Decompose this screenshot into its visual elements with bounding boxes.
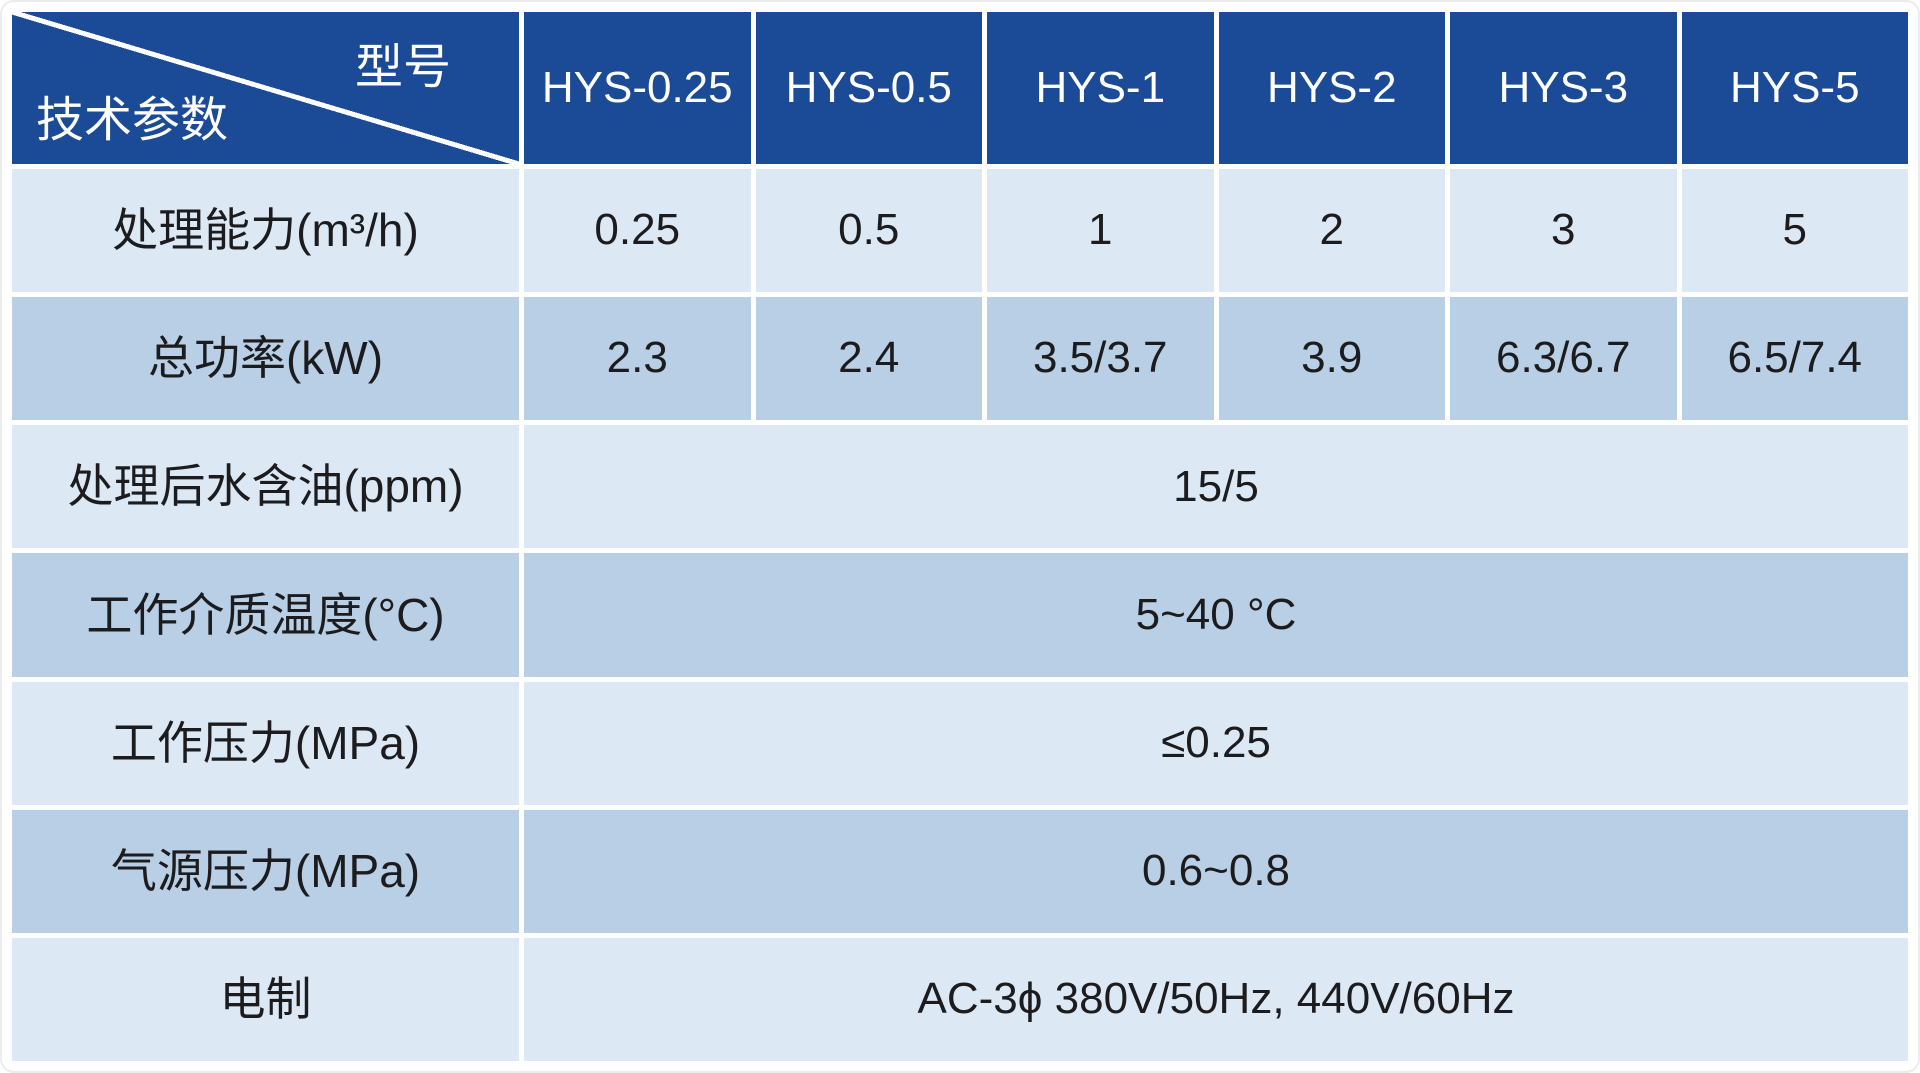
row-total-power: 总功率(kW) 2.3 2.4 3.5/3.7 3.9 6.3/6.7 6.5/… bbox=[12, 297, 1908, 421]
row-label-working-pressure: 工作压力(MPa) bbox=[12, 681, 519, 805]
power-value: 6.5/7.4 bbox=[1681, 297, 1908, 421]
row-label-oil-content: 处理后水含油(ppm) bbox=[12, 425, 519, 549]
row-oil-content: 处理后水含油(ppm) 15/5 bbox=[12, 425, 1908, 549]
row-label-air-pressure: 气源压力(MPa) bbox=[12, 809, 519, 933]
row-label-medium-temperature: 工作介质温度(°C) bbox=[12, 553, 519, 677]
corner-model-label: 型号 bbox=[354, 41, 451, 94]
temperature-merged-value: 5~40 °C bbox=[524, 553, 1908, 677]
row-electrical-system: 电制 AC-3ϕ 380V/50Hz, 440V/60Hz bbox=[12, 937, 1908, 1061]
power-value: 2.3 bbox=[524, 297, 751, 421]
capacity-value: 5 bbox=[1681, 169, 1908, 293]
capacity-value: 3 bbox=[1450, 169, 1677, 293]
model-header-hys-0.5: HYS-0.5 bbox=[755, 12, 982, 164]
spec-table: 型号 技术参数 HYS-0.25 HYS-0.5 HYS-1 HYS-2 HYS… bbox=[12, 12, 1908, 1061]
row-label-total-power: 总功率(kW) bbox=[12, 297, 519, 421]
capacity-value: 0.25 bbox=[524, 169, 751, 293]
row-label-electrical-system: 电制 bbox=[12, 937, 519, 1061]
working-pressure-merged-value: ≤0.25 bbox=[524, 681, 1908, 805]
corner-params-label: 技术参数 bbox=[36, 93, 229, 147]
power-value: 3.5/3.7 bbox=[987, 297, 1214, 421]
row-capacity: 处理能力(m³/h) 0.25 0.5 1 2 3 5 bbox=[12, 169, 1908, 293]
row-medium-temperature: 工作介质温度(°C) 5~40 °C bbox=[12, 553, 1908, 677]
electrical-system-merged-value: AC-3ϕ 380V/50Hz, 440V/60Hz bbox=[524, 937, 1908, 1061]
capacity-value: 1 bbox=[987, 169, 1214, 293]
corner-diagonal-cell: 型号 技术参数 bbox=[12, 12, 519, 164]
power-value: 6.3/6.7 bbox=[1450, 297, 1677, 421]
oil-content-merged-value: 15/5 bbox=[524, 425, 1908, 549]
model-header-hys-2: HYS-2 bbox=[1218, 12, 1445, 164]
air-pressure-merged-value: 0.6~0.8 bbox=[524, 809, 1908, 933]
model-header-hys-0.25: HYS-0.25 bbox=[524, 12, 751, 164]
row-air-pressure: 气源压力(MPa) 0.6~0.8 bbox=[12, 809, 1908, 933]
model-header-hys-3: HYS-3 bbox=[1450, 12, 1677, 164]
model-header-hys-1: HYS-1 bbox=[987, 12, 1214, 164]
header-row: 型号 技术参数 HYS-0.25 HYS-0.5 HYS-1 HYS-2 HYS… bbox=[12, 12, 1908, 164]
row-working-pressure: 工作压力(MPa) ≤0.25 bbox=[12, 681, 1908, 805]
row-label-capacity: 处理能力(m³/h) bbox=[12, 169, 519, 293]
power-value: 2.4 bbox=[755, 297, 982, 421]
capacity-value: 0.5 bbox=[755, 169, 982, 293]
power-value: 3.9 bbox=[1218, 297, 1445, 421]
capacity-value: 2 bbox=[1218, 169, 1445, 293]
model-header-hys-5: HYS-5 bbox=[1681, 12, 1908, 164]
